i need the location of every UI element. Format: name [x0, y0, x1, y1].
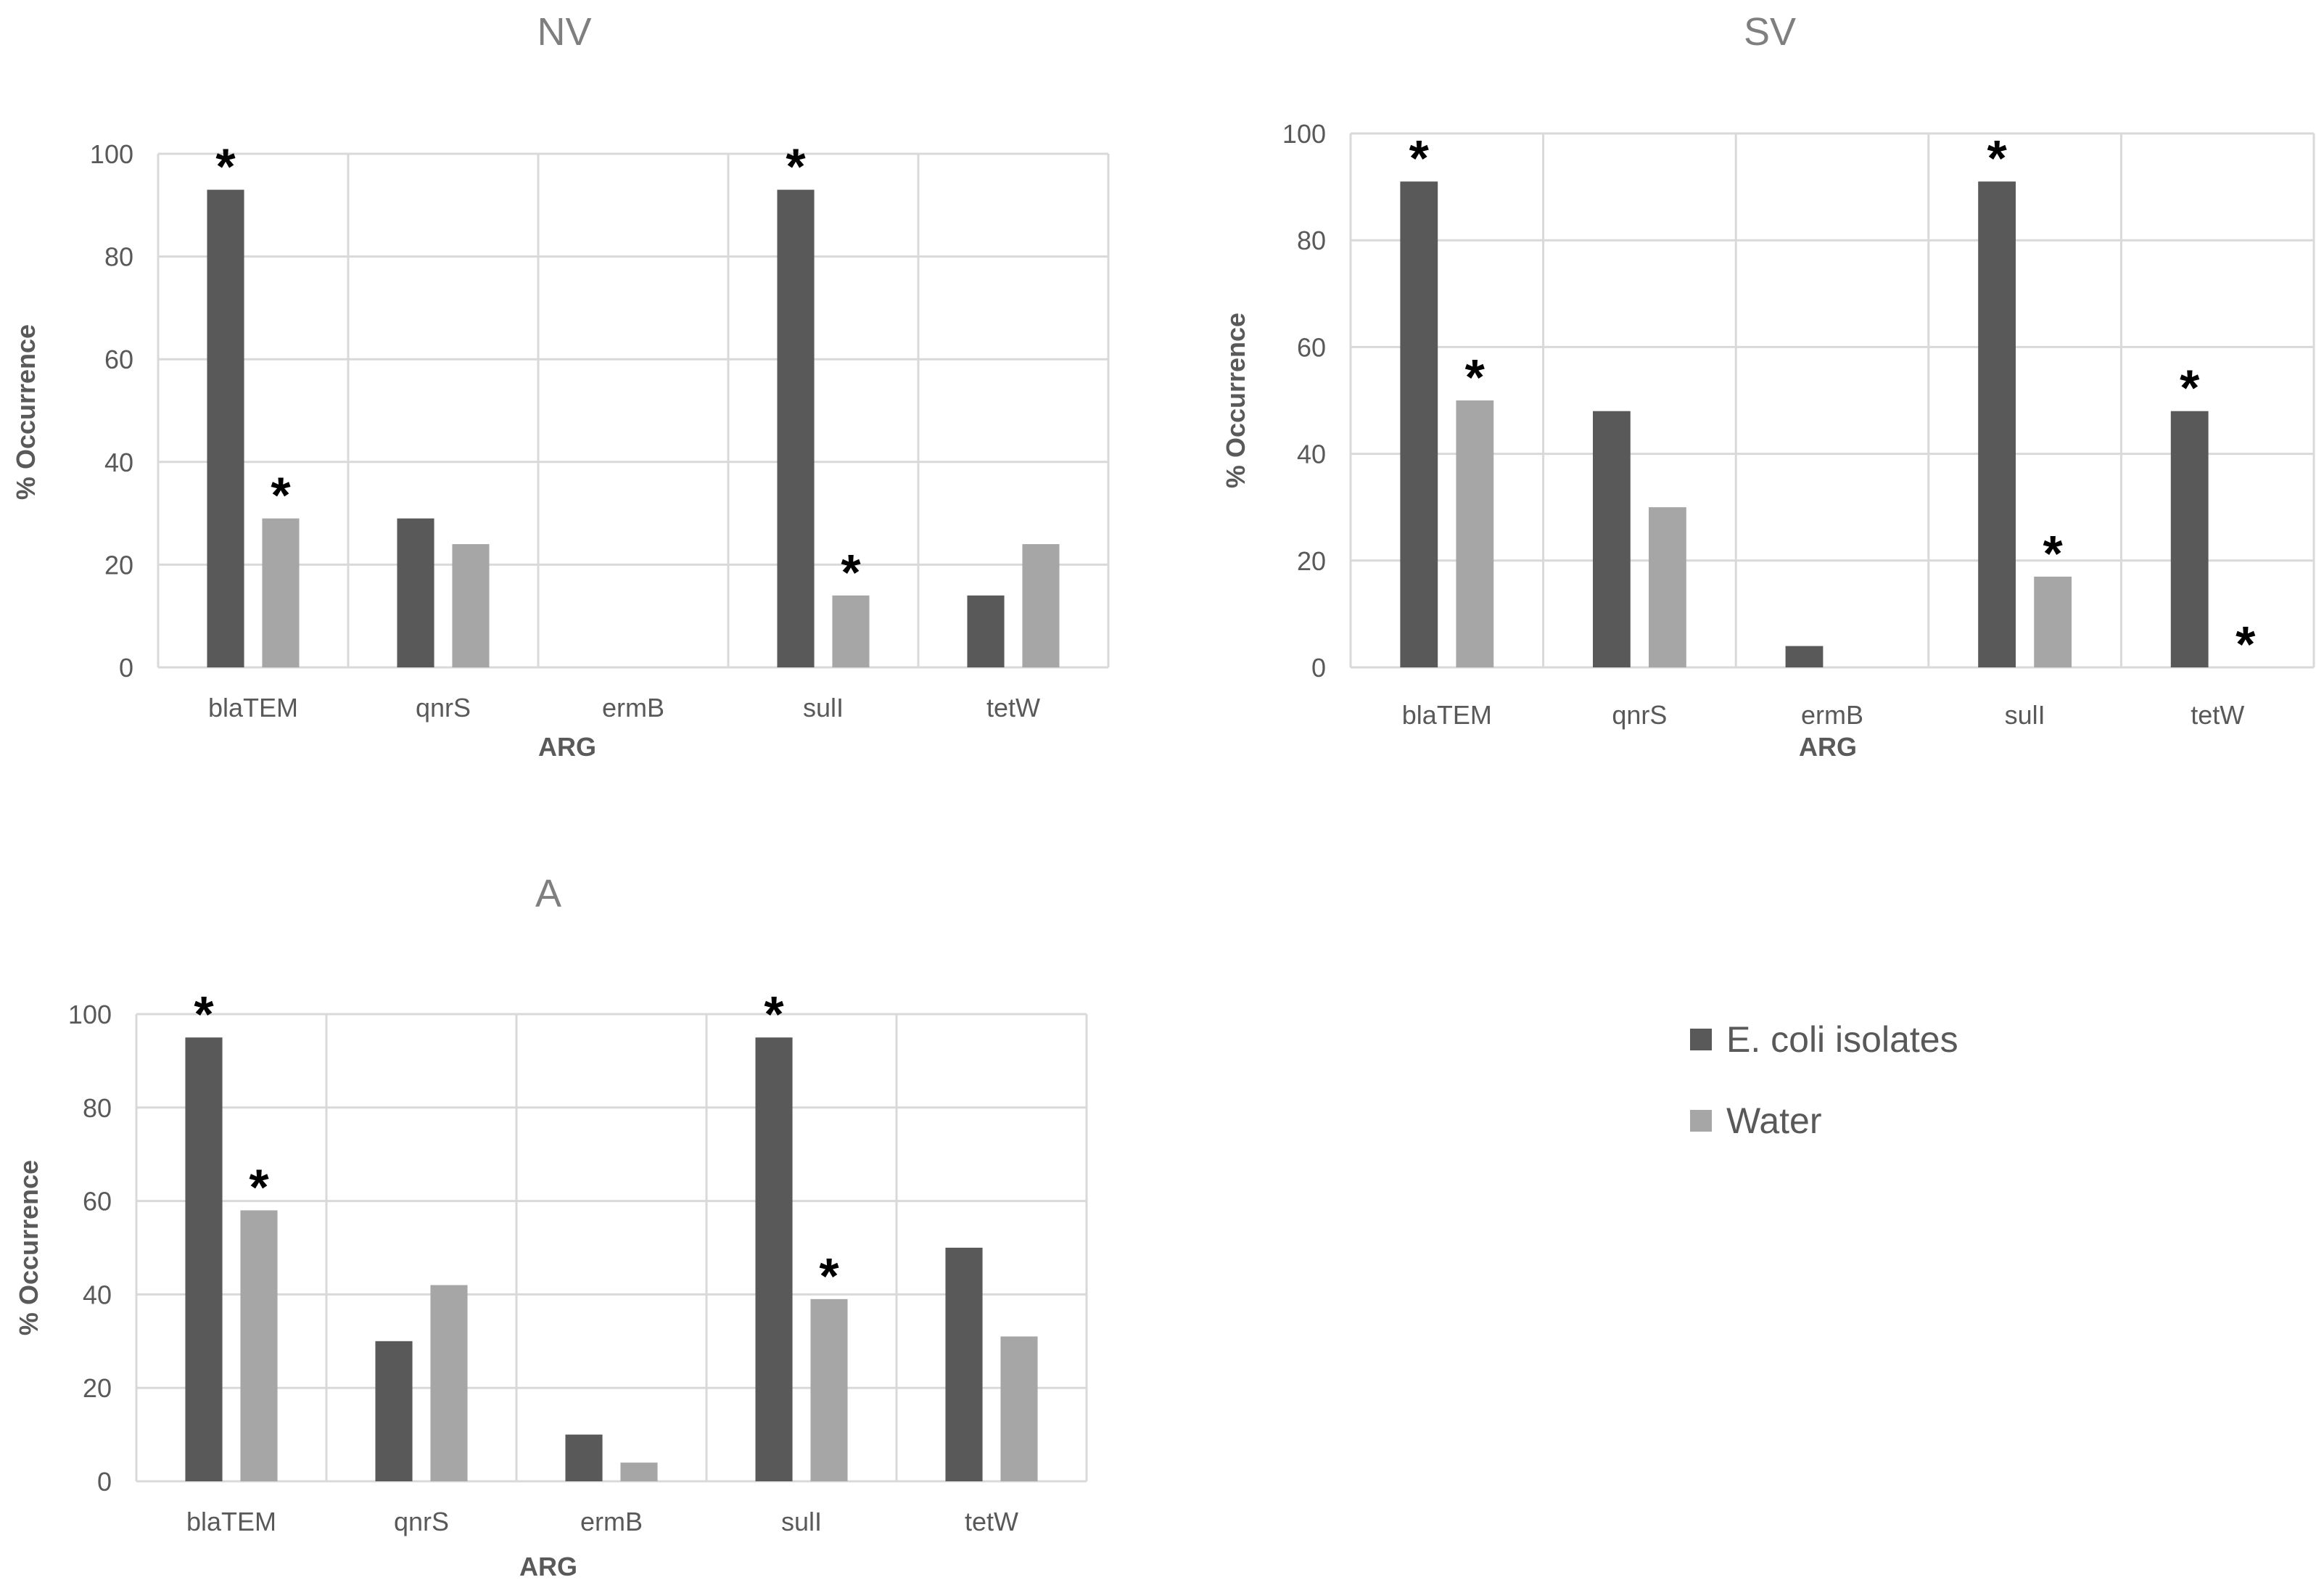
y-tick-label: 80 — [1297, 226, 1326, 255]
y-tick-label: 0 — [119, 653, 133, 683]
y-tick-label: 80 — [104, 242, 133, 272]
x-axis-label: ARG — [519, 1552, 577, 1581]
significance-marker: * — [249, 1158, 269, 1215]
y-tick-label: 100 — [68, 1000, 112, 1029]
significance-marker: * — [819, 1248, 839, 1304]
bar-ecoli-sulI — [755, 1037, 793, 1481]
y-tick-label: 20 — [1297, 546, 1326, 576]
chart-panel-sv: SV 0 20 40 60 80 100 blaTEM qnrS ermB sulI tetW *… — [1221, 10, 2315, 762]
y-tick-label: 80 — [83, 1093, 112, 1123]
y-tick-label: 0 — [97, 1467, 112, 1497]
x-tick-label: ermB — [1801, 700, 1863, 730]
bar-water-blaTEM — [1456, 400, 1494, 667]
legend-swatch-ecoli — [1690, 1029, 1712, 1050]
x-tick-label: blaTEM — [186, 1507, 276, 1536]
y-tick-label: 60 — [104, 345, 133, 374]
x-tick-label: ermB — [602, 693, 664, 723]
y-tick-label: 100 — [90, 139, 133, 169]
bar-water-qnrS — [1649, 507, 1686, 667]
x-tick-label: qnrS — [1612, 700, 1667, 730]
bar-water-sulI — [832, 595, 870, 667]
legend: E. coli isolates Water — [1690, 1019, 1958, 1141]
x-tick-label: qnrS — [394, 1507, 449, 1536]
x-tick-label: tetW — [2191, 700, 2244, 730]
bar-ecoli-blaTEM — [1400, 181, 1438, 668]
significance-marker: * — [271, 467, 291, 524]
x-axis-label: ARG — [538, 732, 596, 762]
y-axis-label: % Occurrence — [14, 1160, 44, 1335]
x-tick-label: sulI — [803, 693, 844, 723]
y-tick-label: 40 — [1297, 440, 1326, 469]
x-tick-label: tetW — [986, 693, 1040, 723]
bar-water-qnrS — [430, 1285, 468, 1481]
y-tick-label: 100 — [1282, 119, 1326, 149]
significance-marker: * — [2180, 360, 2200, 416]
bar-water-sulI — [810, 1298, 848, 1481]
bar-ecoli-qnrS — [375, 1341, 413, 1481]
significance-marker: * — [215, 139, 236, 195]
significance-marker: * — [1409, 130, 1430, 186]
x-axis-label: ARG — [1799, 732, 1857, 762]
bar-ecoli-qnrS — [397, 518, 434, 667]
x-tick-label: sulI — [781, 1507, 822, 1536]
chart-panel-a: A 0 20 40 60 80 100 blaTEM qnrS ermB sulI tetW * *… — [14, 872, 1088, 1581]
y-tick-label: 20 — [104, 550, 133, 580]
bar-water-tetW — [1022, 544, 1060, 667]
bar-water-blaTEM — [240, 1210, 278, 1481]
bar-ecoli-sulI — [777, 189, 815, 667]
significance-marker: * — [1465, 349, 1486, 406]
bar-ecoli-blaTEM — [185, 1037, 223, 1481]
y-tick-label: 40 — [83, 1280, 112, 1309]
y-tick-label: 0 — [1311, 653, 1326, 683]
legend-label-water: Water — [1726, 1100, 1822, 1141]
bar-ecoli-tetW — [945, 1248, 983, 1481]
chart-title: A — [535, 872, 561, 915]
significance-marker: * — [2043, 525, 2063, 582]
bar-ecoli-sulI — [1978, 181, 2016, 668]
y-tick-label: 60 — [83, 1187, 112, 1217]
significance-marker: * — [194, 986, 214, 1042]
bar-water-tetW — [1000, 1336, 1038, 1481]
bar-ecoli-ermB — [1785, 646, 1824, 667]
x-tick-label: qnrS — [416, 693, 471, 723]
y-tick-label: 60 — [1297, 332, 1326, 362]
bar-ecoli-qnrS — [1592, 411, 1631, 667]
y-axis-label: % Occurrence — [1221, 313, 1250, 488]
bar-water-ermB — [620, 1462, 658, 1481]
x-tick-label: tetW — [965, 1507, 1018, 1536]
legend-swatch-water — [1690, 1110, 1712, 1132]
x-tick-label: blaTEM — [208, 693, 298, 723]
y-tick-label: 40 — [104, 448, 133, 477]
bar-ecoli-ermB — [565, 1434, 603, 1481]
legend-label-ecoli: E. coli isolates — [1726, 1019, 1958, 1060]
x-tick-label: sulI — [2005, 700, 2045, 730]
significance-marker: * — [1987, 130, 2007, 186]
bar-water-sulI — [2034, 576, 2072, 667]
chart-panel-nv: NV 0 20 40 60 80 100 blaTEM qnrS ermB sulI tetW *… — [11, 10, 1110, 762]
significance-marker: * — [2236, 616, 2256, 672]
significance-marker: * — [841, 544, 861, 601]
y-axis-label: % Occurrence — [11, 324, 41, 500]
bar-ecoli-tetW — [967, 595, 1005, 667]
chart-title: NV — [537, 10, 591, 54]
x-tick-label: blaTEM — [1402, 700, 1492, 730]
bar-water-qnrS — [452, 544, 490, 667]
significance-marker: * — [786, 139, 806, 195]
chart-title: SV — [1744, 10, 1796, 54]
significance-marker: * — [764, 986, 784, 1042]
bar-water-blaTEM — [262, 518, 300, 667]
bar-ecoli-tetW — [2170, 411, 2209, 667]
x-tick-label: ermB — [580, 1507, 643, 1536]
bar-ecoli-blaTEM — [207, 189, 244, 667]
y-tick-label: 20 — [83, 1373, 112, 1403]
